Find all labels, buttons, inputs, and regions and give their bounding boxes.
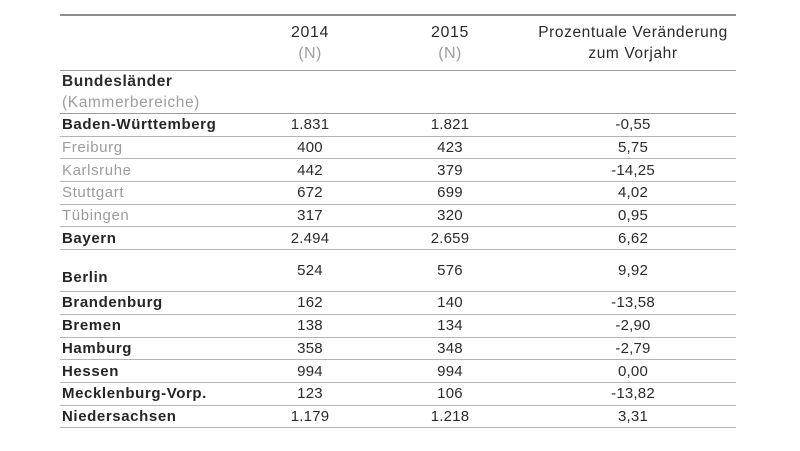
row-value-2014: 123 xyxy=(297,385,323,403)
row-label: Brandenburg xyxy=(62,294,163,312)
row-value-change: 6,62 xyxy=(618,229,648,247)
header-change: Prozentuale Veränderung zum Vorjahr xyxy=(530,22,736,64)
table-row: Bremen 138 134 -2,90 xyxy=(60,315,736,338)
header-change-line1: Prozentuale Veränderung xyxy=(538,24,728,41)
table-row: Niedersachsen 1.179 1.218 3,31 xyxy=(60,406,736,429)
table-row: Berlin 524 576 9,92 xyxy=(60,250,736,293)
row-value-2015: 106 xyxy=(437,385,463,403)
row-value-change: -2,79 xyxy=(615,339,651,357)
row-value-2015: 134 xyxy=(437,317,463,335)
header-2015-year: 2015 xyxy=(431,24,469,41)
row-value-change: 4,02 xyxy=(618,184,648,202)
row-value-2014: 442 xyxy=(297,161,323,179)
row-value-2015: 423 xyxy=(437,139,463,157)
row-value-2015: 379 xyxy=(437,161,463,179)
row-label: Niedersachsen xyxy=(62,407,177,425)
row-value-2015: 320 xyxy=(437,207,463,225)
bundeslaender-table: 2014 (N) 2015 (N) Prozentuale Veränderun… xyxy=(60,14,736,429)
table-row: Brandenburg 162 140 -13,58 xyxy=(60,292,736,315)
row-value-2015: 1.218 xyxy=(430,407,470,425)
table-row: Mecklenburg-Vorp. 123 106 -13,82 xyxy=(60,383,736,406)
group-header-row: Bundesländer (Kammerbereiche) xyxy=(60,71,736,114)
header-change-line2: zum Vorjahr xyxy=(588,45,678,62)
table-row: Tübingen 317 320 0,95 xyxy=(60,205,736,228)
row-value-2015: 576 xyxy=(437,262,463,280)
table-row: Hessen 994 994 0,00 xyxy=(60,360,736,383)
row-value-2014: 524 xyxy=(297,262,323,280)
table-row: Bayern 2.494 2.659 6,62 xyxy=(60,227,736,251)
header-2014-unit: (N) xyxy=(298,45,322,62)
table-row: Freiburg 400 423 5,75 xyxy=(60,137,736,160)
row-label: Freiburg xyxy=(62,139,123,157)
row-value-change: -0,55 xyxy=(615,116,651,134)
header-2014: 2014 (N) xyxy=(250,22,370,64)
table-rows: Baden-Württemberg 1.831 1.821 -0,55 Frei… xyxy=(60,114,736,429)
row-value-2015: 994 xyxy=(437,362,463,380)
row-label: Hessen xyxy=(62,362,119,380)
row-value-2014: 1.831 xyxy=(290,116,330,134)
header-2015: 2015 (N) xyxy=(370,22,530,64)
row-value-change: 5,75 xyxy=(618,139,648,157)
row-label: Bremen xyxy=(62,317,122,335)
row-value-2015: 1.821 xyxy=(430,116,470,134)
row-value-2014: 138 xyxy=(297,317,323,335)
row-value-2015: 2.659 xyxy=(430,229,470,247)
row-value-change: 0,95 xyxy=(618,207,648,225)
row-value-change: 9,92 xyxy=(618,262,648,280)
row-value-change: 3,31 xyxy=(618,407,648,425)
row-value-change: -13,82 xyxy=(611,385,655,403)
row-value-change: 0,00 xyxy=(618,362,648,380)
row-value-2014: 994 xyxy=(297,362,323,380)
header-2015-unit: (N) xyxy=(438,45,462,62)
table-row: Karlsruhe 442 379 -14,25 xyxy=(60,159,736,183)
row-value-2015: 699 xyxy=(437,184,463,202)
row-label: Stuttgart xyxy=(62,184,125,202)
group-title: Bundesländer xyxy=(62,73,173,90)
row-value-2014: 317 xyxy=(297,207,323,225)
group-subtitle: (Kammerbereiche) xyxy=(62,94,200,111)
row-value-2014: 400 xyxy=(297,139,323,157)
row-label: Tübingen xyxy=(62,207,130,225)
row-value-change: -2,90 xyxy=(615,317,651,335)
row-value-2014: 2.494 xyxy=(290,229,330,247)
row-label: Mecklenburg-Vorp. xyxy=(62,385,207,403)
table-row: Baden-Württemberg 1.831 1.821 -0,55 xyxy=(60,114,736,137)
row-value-2014: 1.179 xyxy=(290,407,330,425)
row-value-2014: 358 xyxy=(297,339,323,357)
row-label: Bayern xyxy=(62,229,117,247)
header-2014-year: 2014 xyxy=(291,24,329,41)
table-header-row: 2014 (N) 2015 (N) Prozentuale Veränderun… xyxy=(60,16,736,71)
row-label: Baden-Württemberg xyxy=(62,116,217,134)
row-value-change: -14,25 xyxy=(611,161,655,179)
row-value-2015: 348 xyxy=(437,339,463,357)
table-row: Stuttgart 672 699 4,02 xyxy=(60,182,736,205)
row-value-2014: 672 xyxy=(297,184,323,202)
row-label: Hamburg xyxy=(62,339,133,357)
row-value-2015: 140 xyxy=(437,294,463,312)
row-value-change: -13,58 xyxy=(611,294,655,312)
row-label: Karlsruhe xyxy=(62,161,132,179)
row-value-2014: 162 xyxy=(297,294,323,312)
row-label: Berlin xyxy=(62,269,109,287)
table-row: Hamburg 358 348 -2,79 xyxy=(60,338,736,361)
